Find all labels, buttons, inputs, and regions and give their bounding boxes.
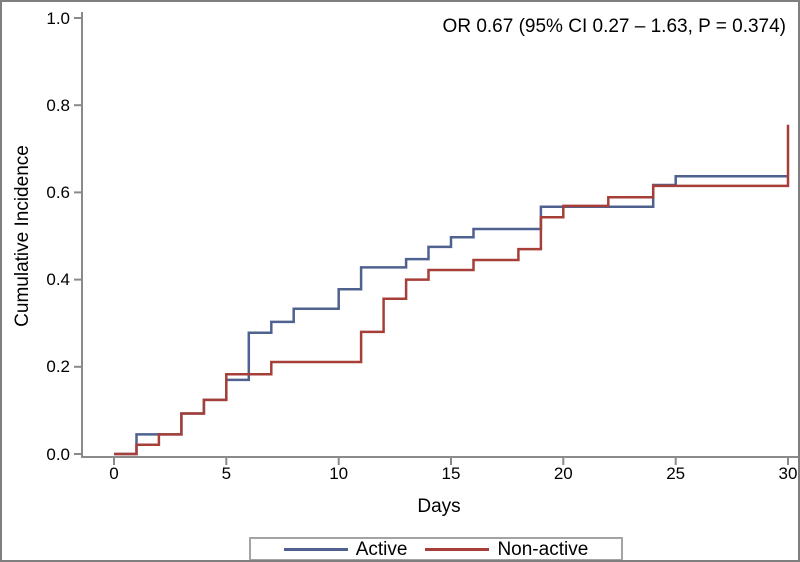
x-tick-label: 30 bbox=[778, 464, 798, 483]
y-tick-label: 0.8 bbox=[46, 95, 70, 115]
legend-label-non-active: Non-active bbox=[497, 538, 589, 560]
y-axis-title: Cumulative Incidence bbox=[12, 145, 33, 327]
x-tick-label: 20 bbox=[553, 464, 573, 483]
legend-item-active: Active bbox=[283, 538, 408, 560]
y-tick-label: 0.4 bbox=[46, 270, 70, 290]
x-axis-title: Days bbox=[417, 496, 461, 517]
active-line-swatch bbox=[283, 547, 348, 551]
step-curves bbox=[114, 124, 790, 456]
y-tick-label: 0.2 bbox=[46, 357, 70, 377]
x-tick-label: 25 bbox=[666, 464, 686, 483]
y-tick-label: 0.6 bbox=[46, 182, 70, 202]
curve-active bbox=[114, 175, 788, 456]
odds-ratio-annotation: OR 0.67 (95% CI 0.27 – 1.63, P = 0.374) bbox=[442, 16, 786, 37]
x-tick-label: 10 bbox=[329, 464, 349, 483]
legend: Active Non-active bbox=[249, 537, 623, 560]
non-active-line-swatch bbox=[425, 547, 490, 551]
x-tick-label: 5 bbox=[221, 464, 232, 483]
y-tick-label: 0.0 bbox=[46, 444, 70, 464]
y-tick-label: 1.0 bbox=[46, 8, 70, 28]
legend-label-active: Active bbox=[355, 538, 408, 560]
curve-non-active bbox=[114, 124, 790, 456]
x-tick-label: 15 bbox=[441, 464, 461, 483]
x-tick-label: 0 bbox=[109, 464, 119, 483]
legend-item-non-active: Non-active bbox=[425, 540, 588, 559]
axes-lines bbox=[74, 12, 798, 465]
